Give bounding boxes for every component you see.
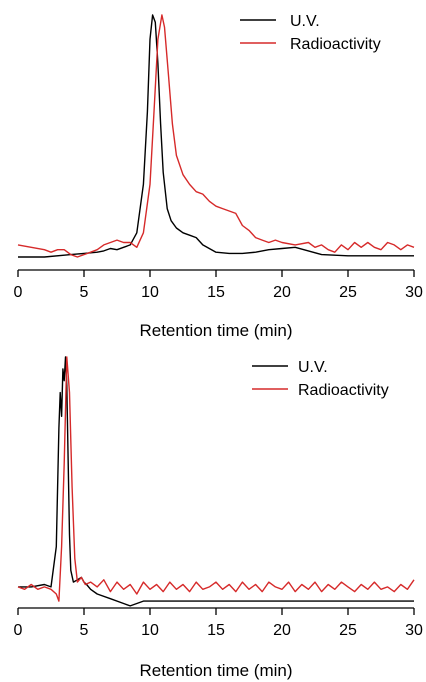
chart-panel-top: 0 5 10 15 20 25 30 Retention time (min) U.V. R… (14, 13, 423, 340)
x-tick-label: 10 (141, 622, 159, 639)
x-tick-label: 5 (80, 622, 89, 639)
x-axis-ticks: 0 5 10 15 20 25 30 (14, 270, 423, 301)
legend-label-radioactivity: Radioactivity (298, 382, 389, 399)
legend-label-uv: U.V. (298, 359, 328, 376)
x-tick-label: 15 (207, 622, 225, 639)
x-tick-label: 30 (405, 284, 423, 301)
series-line-uv (18, 14, 414, 258)
series-line-radioactivity (17, 356, 415, 602)
legend-label-uv: U.V. (290, 13, 320, 30)
x-tick-label: 20 (273, 622, 291, 639)
x-tick-label: 10 (141, 284, 159, 301)
x-axis-label: Retention time (min) (139, 321, 292, 340)
series-line-radioactivity (17, 14, 415, 258)
x-tick-label: 30 (405, 622, 423, 639)
legend: U.V. Radioactivity (240, 13, 381, 53)
legend-label-radioactivity: Radioactivity (290, 36, 381, 53)
x-tick-label: 0 (14, 622, 23, 639)
x-axis-ticks: 0 5 10 15 20 25 30 (14, 608, 423, 639)
x-tick-label: 25 (339, 284, 357, 301)
x-axis-label: Retention time (min) (139, 661, 292, 680)
x-tick-label: 5 (80, 284, 89, 301)
series-lines (17, 14, 415, 258)
chart-panel-bottom: 0 5 10 15 20 25 30 Retention time (min) U.V. R… (14, 356, 423, 680)
x-tick-label: 20 (273, 284, 291, 301)
x-tick-label: 0 (14, 284, 23, 301)
x-tick-label: 15 (207, 284, 225, 301)
series-lines (17, 356, 415, 607)
x-tick-label: 25 (339, 622, 357, 639)
legend: U.V. Radioactivity (252, 359, 389, 399)
